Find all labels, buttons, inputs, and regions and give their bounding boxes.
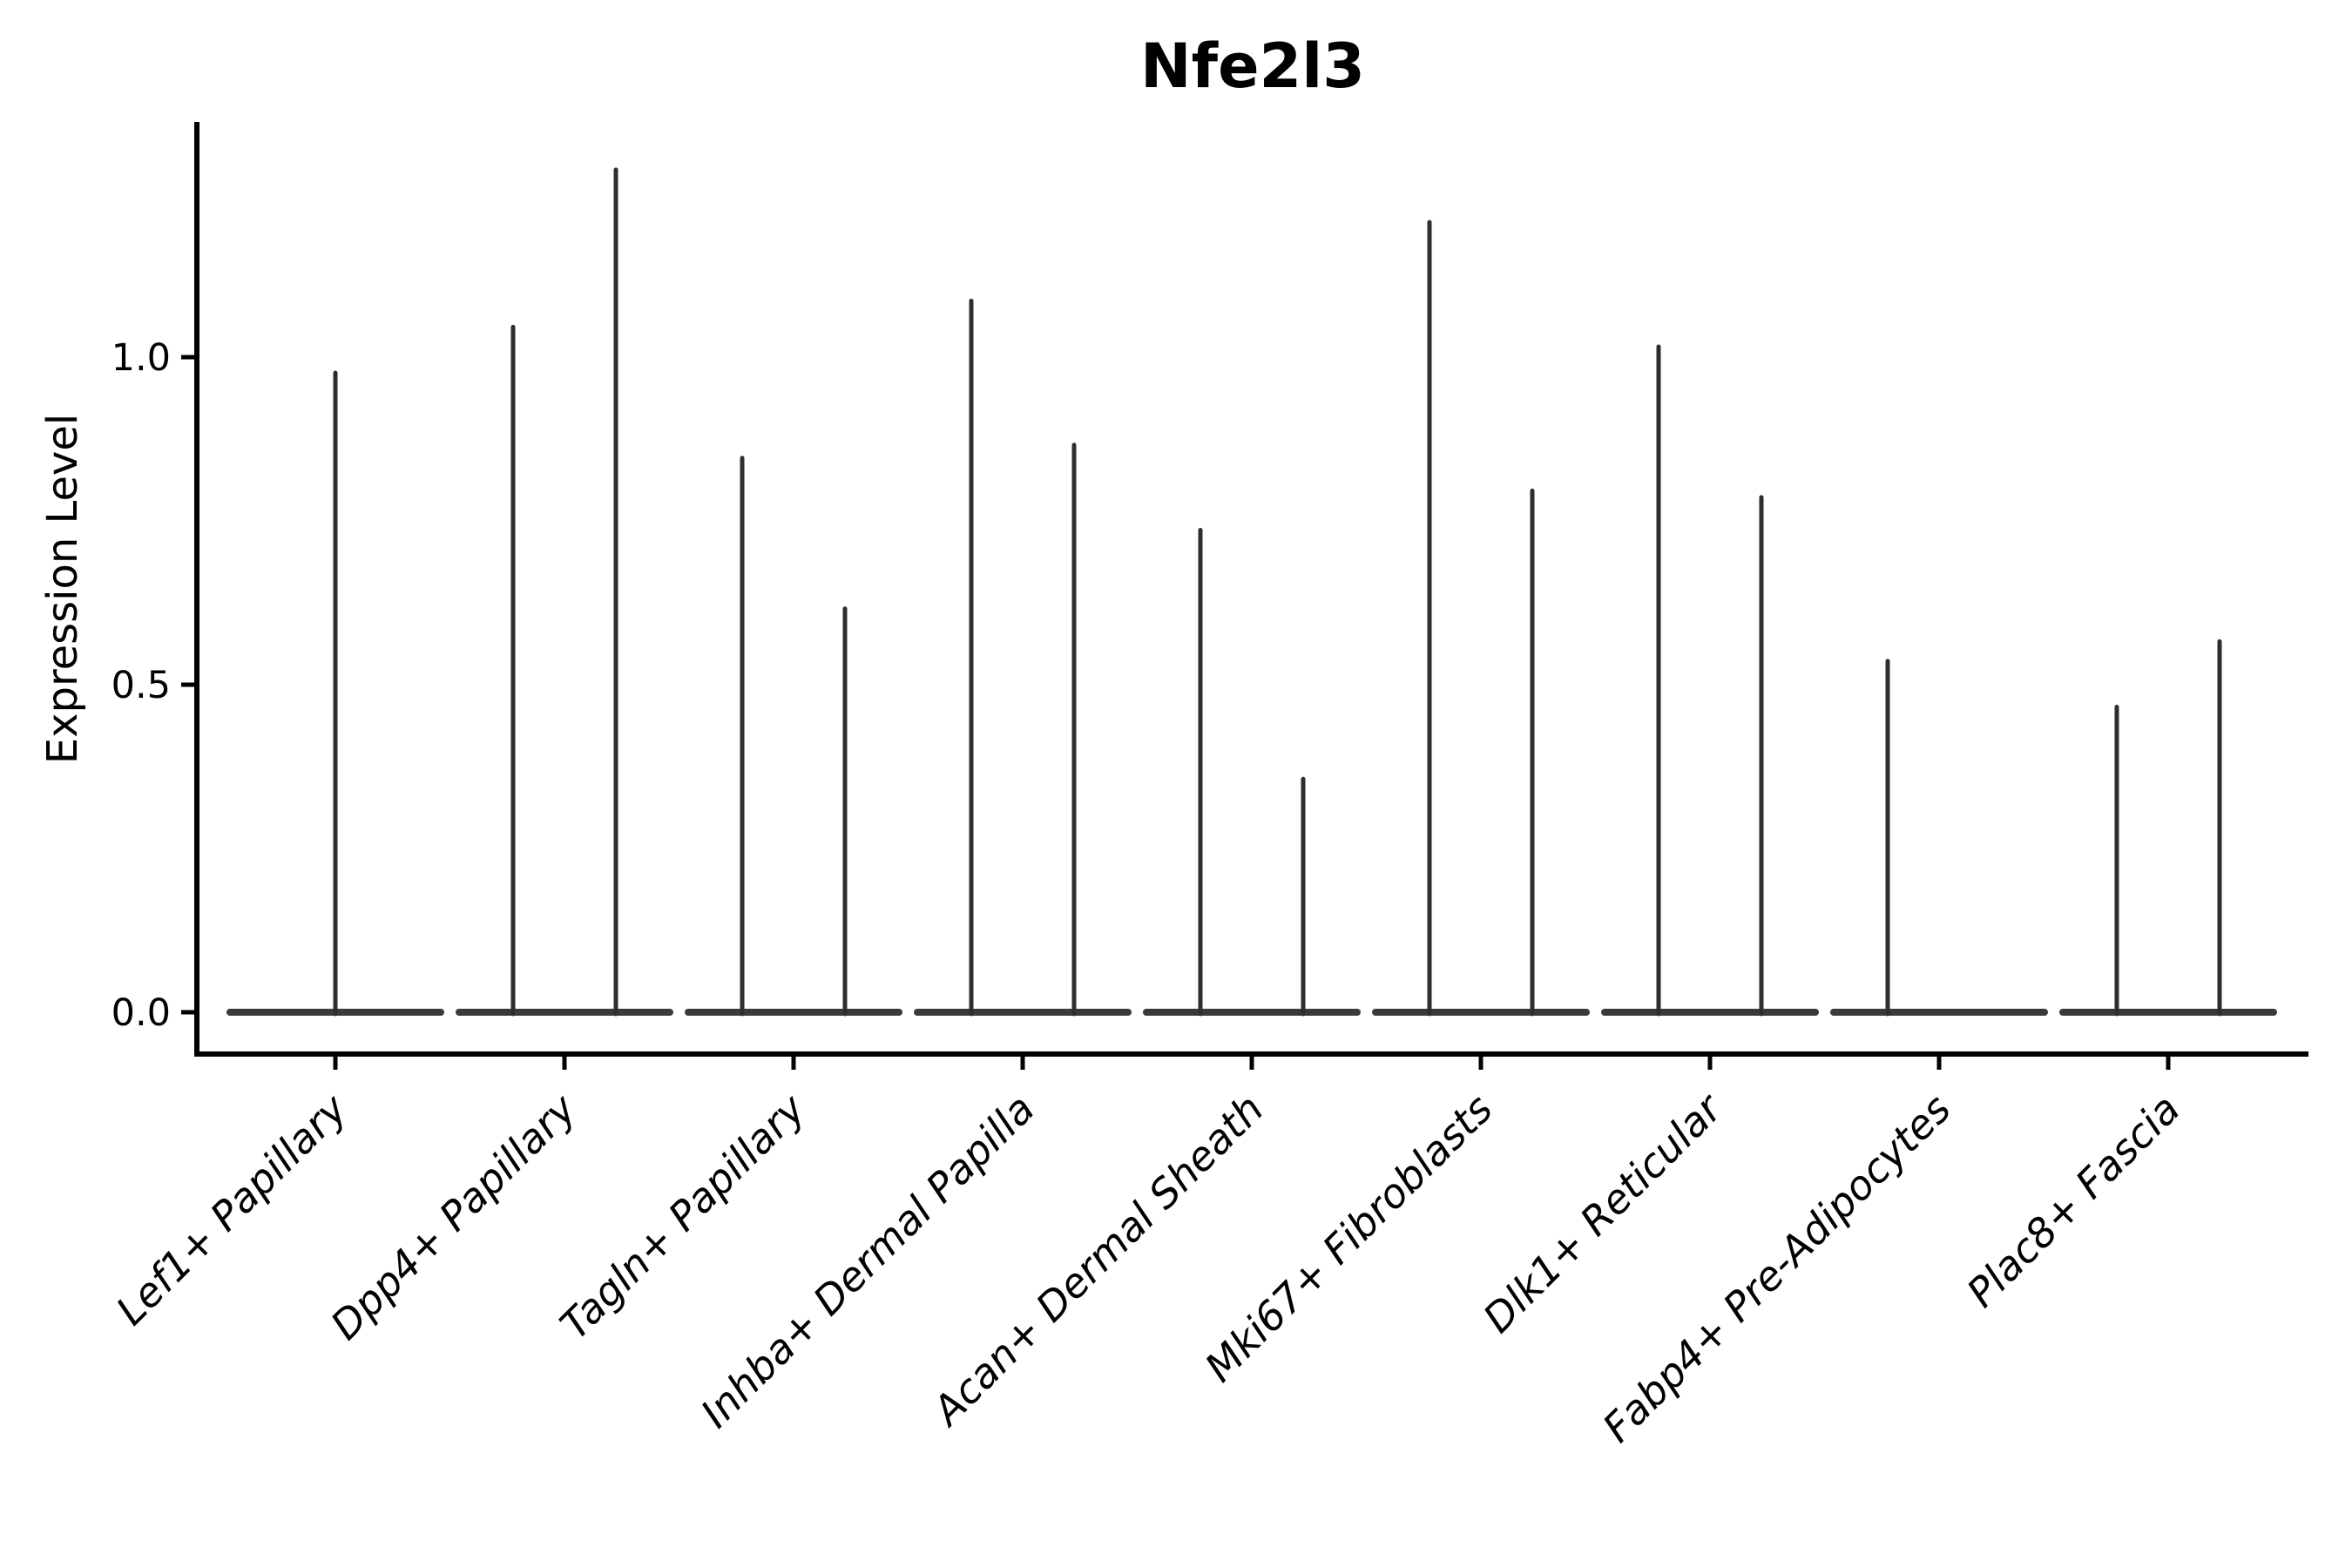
axes — [181, 122, 2308, 1070]
violins — [226, 167, 2277, 1017]
y-tick-label: 0.0 — [112, 991, 171, 1035]
x-tick-label: Dpp4+ Papillary — [321, 1085, 585, 1348]
chart-title: Nfe2l3 — [1140, 30, 1365, 102]
x-tick-label: Lef1+ Papillary — [107, 1085, 356, 1334]
x-tick-label: Dlk1+ Reticular — [1474, 1083, 1733, 1342]
y-axis-label: Expression Level — [38, 414, 87, 765]
x-tick-label: Tagln+ Papillary — [551, 1085, 814, 1348]
y-tick-label: 0.5 — [112, 664, 171, 707]
x-tick-label: Plac8+ Fascia — [1957, 1085, 2188, 1316]
y-tick-label: 1.0 — [112, 336, 171, 380]
